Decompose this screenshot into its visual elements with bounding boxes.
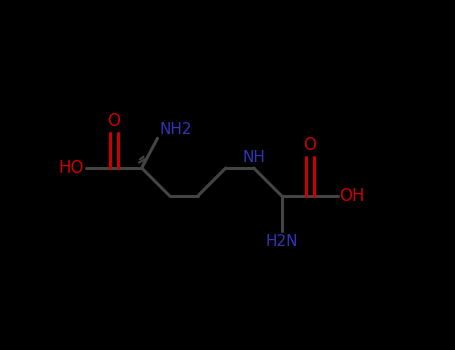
Text: NH: NH [243,149,265,164]
Text: H2N: H2N [266,234,298,249]
Text: NH2: NH2 [159,121,192,136]
Text: O: O [107,112,120,130]
Text: O: O [303,136,316,154]
Text: HO: HO [59,159,84,177]
Text: OH: OH [339,187,365,205]
